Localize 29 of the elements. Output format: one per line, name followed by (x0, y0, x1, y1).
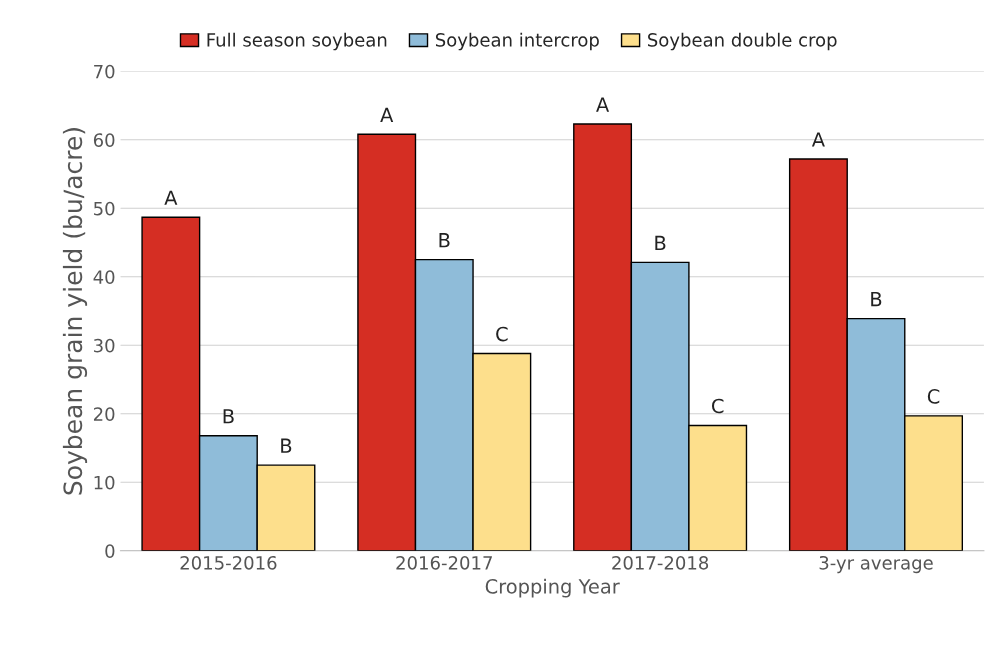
y-tick-label: 10 (94, 475, 115, 490)
y-tick-label: 70 (94, 64, 115, 79)
data-label: B (655, 235, 666, 251)
y-axis-title: Soybean grain yield (bu/acre) (62, 128, 88, 495)
y-tick-label: 30 (94, 338, 115, 353)
data-label: B (281, 438, 292, 453)
data-label: A (164, 190, 178, 205)
data-label: A (380, 107, 394, 122)
legend-label: Full season soybean (207, 32, 387, 51)
y-tick-label: 50 (94, 201, 115, 216)
x-axis-title: Cropping Year (485, 578, 620, 598)
data-label: A (596, 97, 610, 112)
data-label: B (223, 409, 234, 424)
x-tick-label: 3-yr average (819, 555, 933, 574)
data-label: C (711, 398, 724, 414)
data-label: C (496, 326, 508, 342)
legend-label: Soybean double crop (648, 32, 837, 51)
x-tick-label: 2017-2018 (612, 555, 709, 570)
data-label: A (811, 132, 825, 147)
y-tick-label: 60 (93, 133, 115, 147)
data-label: C (927, 389, 940, 404)
x-tick-label: 2015-2016 (180, 555, 277, 570)
x-tick-label: 2016-2017 (396, 555, 492, 570)
y-tick-label: 40 (93, 270, 115, 284)
legend-label: Soybean intercrop (435, 32, 599, 51)
y-tick-label: 0 (105, 544, 115, 558)
data-label: B (871, 292, 882, 307)
y-tick-label: 20 (93, 407, 115, 421)
data-label: B (439, 233, 450, 248)
